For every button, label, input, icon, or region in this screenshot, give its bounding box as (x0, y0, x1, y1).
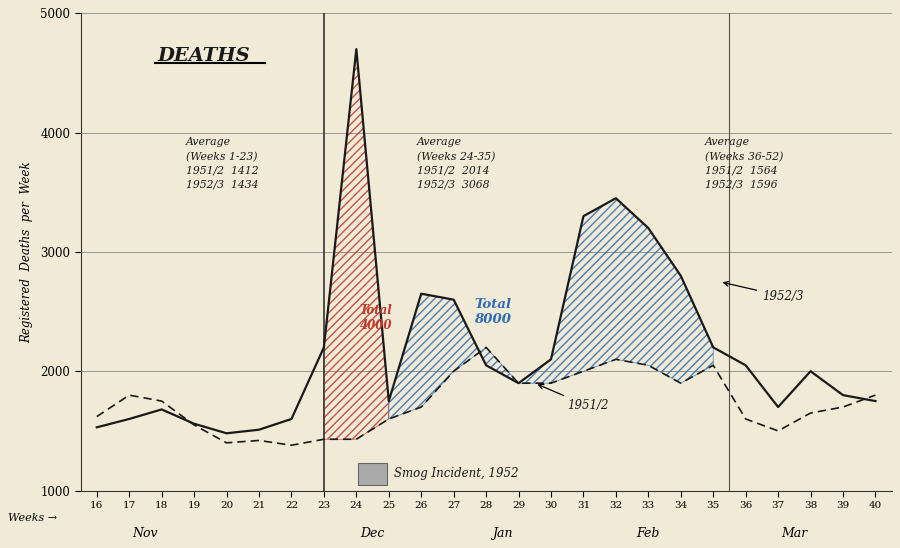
Text: Mar: Mar (781, 527, 807, 540)
Text: Dec: Dec (360, 527, 384, 540)
Text: Average
(Weeks 36-52)
1951/2  1564
1952/3  1596: Average (Weeks 36-52) 1951/2 1564 1952/3… (705, 138, 784, 190)
Text: Weeks →: Weeks → (8, 513, 58, 523)
Bar (358, 463, 387, 484)
Text: Smog Incident, 1952: Smog Incident, 1952 (393, 467, 518, 481)
Text: Average
(Weeks 24-35)
1951/2  2014
1952/3  3068: Average (Weeks 24-35) 1951/2 2014 1952/3… (418, 138, 496, 190)
Text: Nov: Nov (132, 527, 158, 540)
Text: Average
(Weeks 1-23)
1951/2  1412
1952/3  1434: Average (Weeks 1-23) 1951/2 1412 1952/3 … (186, 138, 258, 190)
Text: 1952/3: 1952/3 (724, 282, 804, 302)
Text: 1951/2: 1951/2 (538, 385, 608, 413)
Y-axis label: Registered  Deaths  per  Week: Registered Deaths per Week (20, 161, 33, 342)
Text: Feb: Feb (636, 527, 660, 540)
Text: Jan: Jan (492, 527, 513, 540)
Text: Total
4000: Total 4000 (360, 304, 392, 332)
Text: Total
8000: Total 8000 (474, 298, 511, 326)
Text: DEATHS: DEATHS (158, 47, 250, 65)
